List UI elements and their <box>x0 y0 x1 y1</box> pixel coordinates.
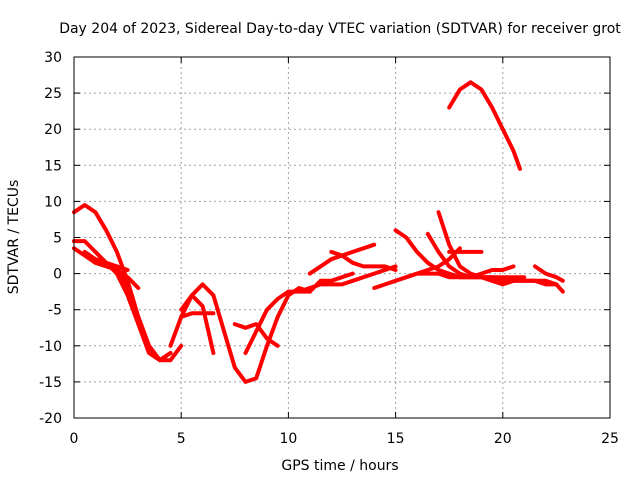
series-line-arc4 <box>82 249 130 272</box>
x-axis-label: GPS time / hours <box>281 458 398 474</box>
x-tick-label: 0 <box>70 431 79 447</box>
series-line-arc8 <box>179 311 216 319</box>
series-line-arc3 <box>72 246 141 290</box>
y-tick-label: 25 <box>44 86 62 102</box>
x-tick-label: 25 <box>601 431 619 447</box>
chart-title: Day 204 of 2023, Sidereal Day-to-day VTE… <box>59 21 621 37</box>
x-tick-label: 15 <box>387 431 405 447</box>
series-line-arc11 <box>275 271 355 319</box>
series-line-arc20 <box>522 278 565 294</box>
series-line-arc12 <box>297 264 398 294</box>
series-line-arc21 <box>533 264 565 283</box>
y-tick-label: -20 <box>39 411 62 427</box>
y-tick-label: 10 <box>44 194 62 210</box>
series-line-arc23 <box>447 80 522 171</box>
y-tick-label: 20 <box>44 122 62 138</box>
series-line-arc6 <box>179 282 280 384</box>
series-line-arc13 <box>307 242 377 276</box>
series-group <box>72 80 565 384</box>
axis-ticks: 0 5 10 15 20 25 -20 -15 -10 -5 0 5 10 15 20 25 30 <box>39 50 619 447</box>
grid <box>74 57 610 418</box>
series-line-arc17 <box>404 264 516 280</box>
series-line-arc5 <box>114 264 173 363</box>
x-tick-label: 20 <box>494 431 512 447</box>
series-line-arc9 <box>232 322 280 348</box>
series-line-arc2 <box>72 239 173 363</box>
x-tick-label: 10 <box>279 431 297 447</box>
x-tick-label: 5 <box>177 431 186 447</box>
y-tick-label: 0 <box>53 267 62 283</box>
y-tick-label: -15 <box>39 375 62 391</box>
y-axis-label: SDTVAR / TECUs <box>6 180 22 295</box>
series-line-arc7 <box>168 293 216 355</box>
y-tick-label: 5 <box>53 231 62 247</box>
y-tick-label: 15 <box>44 158 62 174</box>
y-tick-label: -10 <box>39 339 62 355</box>
series-line-arc1 <box>72 203 184 363</box>
y-tick-label: 30 <box>44 50 62 66</box>
series-line-arc14 <box>329 249 398 272</box>
y-tick-label: -5 <box>48 303 62 319</box>
